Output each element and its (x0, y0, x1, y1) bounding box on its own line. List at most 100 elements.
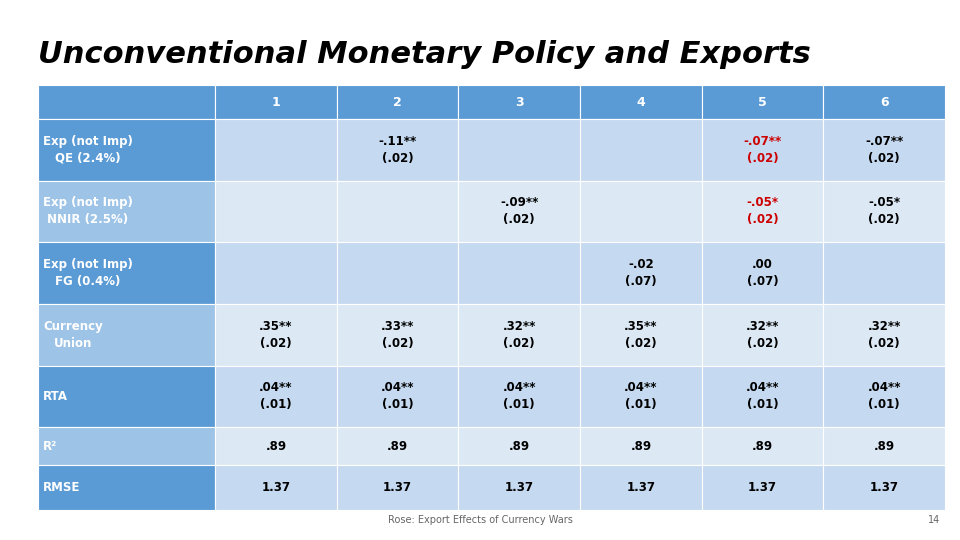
Bar (215, 119, 337, 180)
Text: R²: R² (43, 440, 58, 453)
Bar (38, 119, 215, 180)
Bar (824, 180, 945, 242)
Bar (337, 85, 458, 119)
Bar (702, 85, 824, 119)
Text: .89: .89 (265, 440, 286, 453)
Text: .04**
(.01): .04** (.01) (259, 381, 293, 411)
Bar (215, 427, 337, 465)
Bar (702, 119, 824, 180)
Text: -.05*
(.02): -.05* (.02) (868, 197, 900, 226)
Text: .04**
(.01): .04** (.01) (381, 381, 415, 411)
Bar (458, 366, 580, 427)
Bar (458, 304, 580, 366)
Text: 1.37: 1.37 (505, 481, 534, 494)
Text: 3: 3 (515, 96, 523, 109)
Text: .04**
(.01): .04** (.01) (868, 381, 900, 411)
Bar (337, 242, 458, 304)
Text: 1.37: 1.37 (626, 481, 656, 494)
Bar (38, 465, 215, 510)
Text: -.09**
(.02): -.09** (.02) (500, 197, 539, 226)
Bar (580, 427, 702, 465)
Bar (580, 304, 702, 366)
Bar (580, 465, 702, 510)
Bar (215, 465, 337, 510)
Text: 6: 6 (880, 96, 889, 109)
Text: 1.37: 1.37 (870, 481, 899, 494)
Text: 1.37: 1.37 (261, 481, 290, 494)
Text: Exp (not Imp)
NNIR (2.5%): Exp (not Imp) NNIR (2.5%) (43, 197, 132, 226)
Text: Exp (not Imp)
QE (2.4%): Exp (not Imp) QE (2.4%) (43, 135, 132, 165)
Bar (824, 427, 945, 465)
Text: .00
(.07): .00 (.07) (747, 258, 779, 288)
Text: .04**
(.01): .04** (.01) (502, 381, 536, 411)
Bar (337, 465, 458, 510)
Text: 2: 2 (394, 96, 402, 109)
Text: -.05*
(.02): -.05* (.02) (747, 197, 779, 226)
Bar (38, 180, 215, 242)
Text: .89: .89 (387, 440, 408, 453)
Text: Exp (not Imp)
FG (0.4%): Exp (not Imp) FG (0.4%) (43, 258, 132, 288)
Bar (337, 427, 458, 465)
Bar (824, 119, 945, 180)
Text: 14: 14 (927, 515, 940, 525)
Text: -.07**
(.02): -.07** (.02) (865, 135, 903, 165)
Bar (580, 366, 702, 427)
Bar (38, 304, 215, 366)
Text: 1.37: 1.37 (383, 481, 412, 494)
Text: .89: .89 (752, 440, 773, 453)
Bar (215, 242, 337, 304)
Bar (337, 119, 458, 180)
Bar (38, 85, 215, 119)
Bar (702, 180, 824, 242)
Bar (38, 427, 215, 465)
Text: .32**
(.02): .32** (.02) (502, 320, 536, 350)
Bar (458, 85, 580, 119)
Text: .89: .89 (631, 440, 652, 453)
Bar (580, 180, 702, 242)
Bar (215, 304, 337, 366)
Bar (458, 119, 580, 180)
Text: -.02
(.07): -.02 (.07) (625, 258, 657, 288)
Bar (215, 180, 337, 242)
Bar (458, 180, 580, 242)
Bar (215, 366, 337, 427)
Text: .32**
(.02): .32** (.02) (868, 320, 900, 350)
Bar (458, 242, 580, 304)
Bar (458, 427, 580, 465)
Bar (337, 366, 458, 427)
Text: 4: 4 (636, 96, 645, 109)
Bar (580, 242, 702, 304)
Text: .89: .89 (509, 440, 530, 453)
Text: .35**
(.02): .35** (.02) (624, 320, 658, 350)
Bar (702, 242, 824, 304)
Bar (702, 465, 824, 510)
Text: .35**
(.02): .35** (.02) (259, 320, 293, 350)
Bar (824, 366, 945, 427)
Bar (824, 304, 945, 366)
Bar (702, 304, 824, 366)
Bar (458, 465, 580, 510)
Text: .33**
(.02): .33** (.02) (381, 320, 414, 350)
Text: RMSE: RMSE (43, 481, 81, 494)
Bar (824, 85, 945, 119)
Text: .89: .89 (874, 440, 895, 453)
Text: .32**
(.02): .32** (.02) (746, 320, 780, 350)
Text: RTA: RTA (43, 390, 68, 403)
Text: Currency
Union: Currency Union (43, 320, 103, 350)
Bar (38, 242, 215, 304)
Bar (580, 119, 702, 180)
Bar (580, 85, 702, 119)
Text: Unconventional Monetary Policy and Exports: Unconventional Monetary Policy and Expor… (38, 40, 811, 69)
Bar (702, 427, 824, 465)
Text: -.07**
(.02): -.07** (.02) (743, 135, 781, 165)
Text: 1.37: 1.37 (748, 481, 777, 494)
Text: 1: 1 (272, 96, 280, 109)
Text: Rose: Export Effects of Currency Wars: Rose: Export Effects of Currency Wars (388, 515, 572, 525)
Text: 5: 5 (758, 96, 767, 109)
Bar (337, 304, 458, 366)
Bar (337, 180, 458, 242)
Text: .04**
(.01): .04** (.01) (746, 381, 780, 411)
Bar (824, 465, 945, 510)
Bar (215, 85, 337, 119)
Text: -.11**
(.02): -.11** (.02) (378, 135, 417, 165)
